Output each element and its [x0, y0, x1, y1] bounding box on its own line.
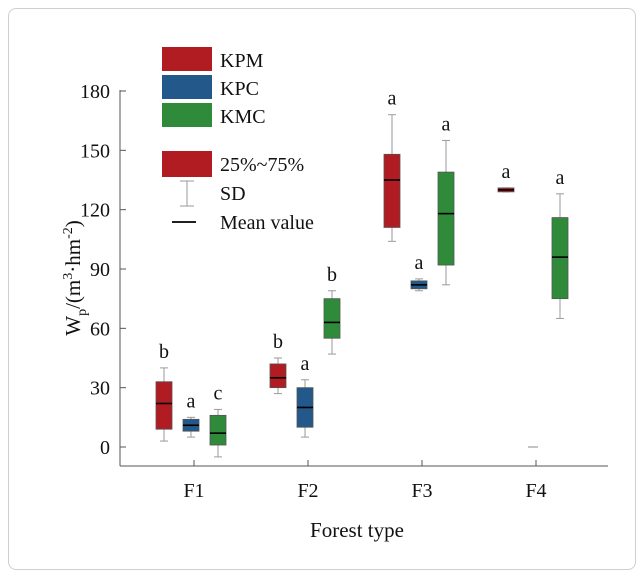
box-kpc-f2: a	[296, 353, 314, 438]
legend-label-kpm: KPM	[220, 50, 264, 72]
x-axis-label: Forest type	[310, 518, 404, 542]
box-kpc-f1: a	[182, 390, 200, 438]
legend-range-swatch	[162, 151, 212, 177]
legend-range-label: 25%~75%	[220, 154, 304, 176]
legend-swatch-kpm	[162, 47, 212, 71]
box-kmc-f3: a	[437, 113, 455, 286]
significance-letter: a	[415, 252, 424, 274]
y-tick-label: 90	[90, 259, 110, 281]
box-kpm-f3: a	[383, 88, 401, 242]
x-tick-label: F4	[525, 480, 546, 502]
x-tick-label: F2	[297, 480, 318, 502]
iqr-box	[209, 414, 227, 446]
legend-label-kpc: KPC	[220, 78, 259, 100]
box-kpm-f1: b	[155, 341, 173, 442]
significance-letter: a	[556, 167, 565, 189]
box-kmc-f4: a	[551, 167, 569, 319]
significance-letter: a	[502, 161, 511, 183]
significance-letter: b	[327, 264, 337, 286]
y-tick-label: 60	[90, 318, 110, 340]
iqr-box	[323, 298, 341, 339]
iqr-box	[551, 217, 569, 300]
legend-sd-label: SD	[220, 183, 246, 205]
significance-letter: b	[159, 341, 169, 363]
x-tick-label: F1	[183, 480, 204, 502]
box-kmc-f2: b	[323, 264, 341, 355]
box-kmc-f1: c	[209, 382, 227, 458]
significance-letter: a	[301, 353, 310, 375]
significance-letter: a	[388, 88, 397, 110]
box-kpc-f3: a	[410, 252, 428, 292]
box-kpm-f4: a	[497, 161, 515, 193]
legend-swatch-kmc	[162, 103, 212, 127]
chart-frame	[8, 8, 636, 570]
y-ticks: 0 30 60 90 120 150 180	[80, 81, 126, 459]
y-tick-label: 180	[80, 81, 110, 103]
iqr-box	[269, 363, 287, 389]
significance-letter: c	[214, 382, 223, 404]
box-kpm-f2: b	[269, 331, 287, 395]
significance-letter: a	[187, 390, 196, 412]
y-tick-label: 30	[90, 378, 110, 400]
legend-swatch-kpc	[162, 75, 212, 99]
legend-label-kmc: KMC	[220, 106, 266, 128]
legend-mean-label: Mean value	[220, 212, 314, 234]
iqr-box	[155, 381, 173, 430]
x-ticks: F1 F2 F3 F4	[183, 460, 547, 502]
y-tick-label: 0	[100, 437, 110, 459]
x-tick-label: F3	[411, 480, 432, 502]
y-axis-label: Wp/(m3·hm-2)	[61, 220, 90, 336]
iqr-box	[437, 171, 455, 266]
legend: KPM KPC KMC 25%~75% SD Mean value	[162, 47, 314, 234]
significance-letter: b	[273, 331, 283, 353]
significance-letter: a	[442, 113, 451, 135]
y-tick-label: 150	[80, 140, 110, 162]
y-tick-label: 120	[80, 200, 110, 222]
iqr-box	[383, 153, 401, 228]
